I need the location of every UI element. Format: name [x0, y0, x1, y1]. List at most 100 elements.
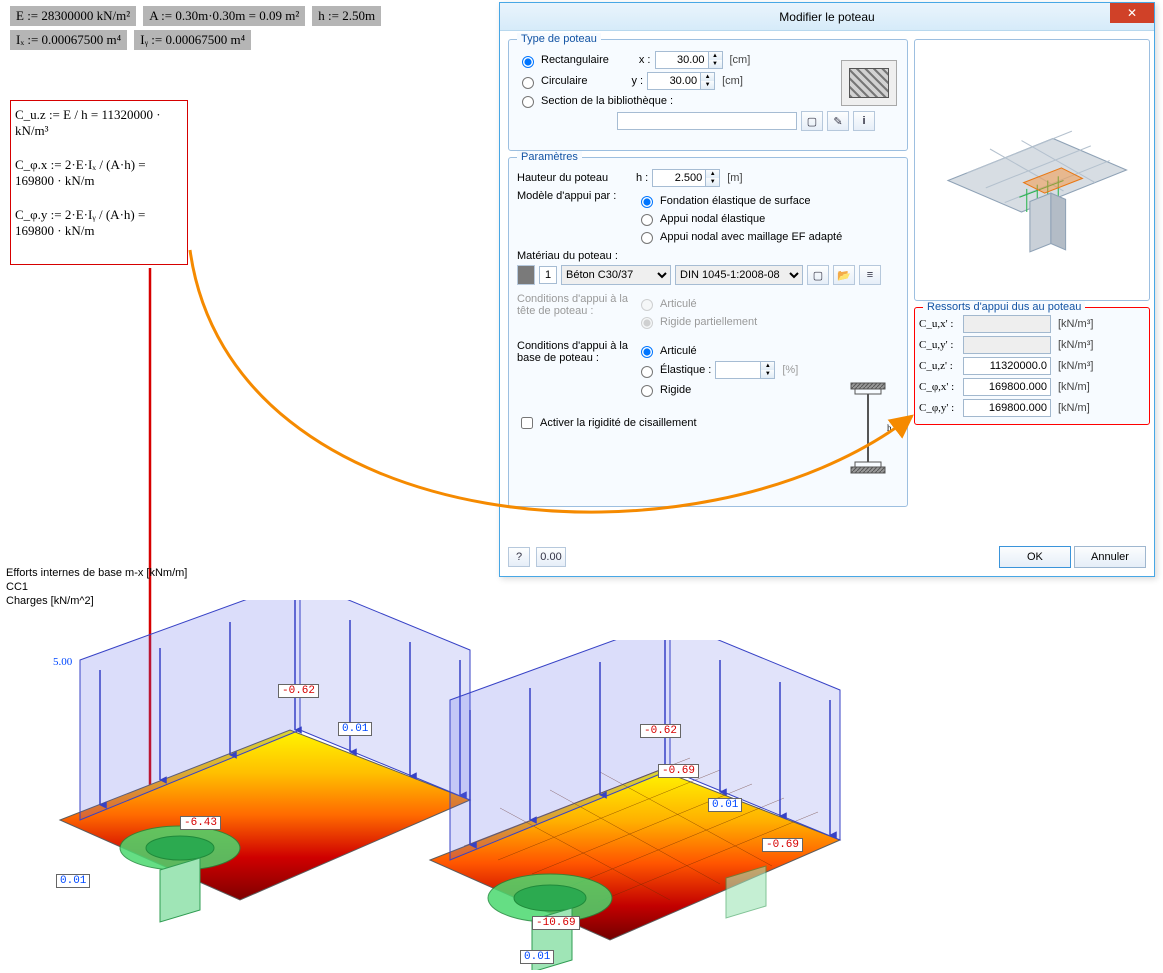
- radio-base-rigid[interactable]: [641, 385, 653, 397]
- spring-value-input: [963, 315, 1051, 333]
- unit-settings-icon[interactable]: 0.00: [536, 547, 566, 567]
- derived-formula-box: C_u.z := E / h = 11320000 · kN/m³ C_φ.x …: [10, 100, 188, 265]
- label-shear-stiffness: Activer la rigidité de cisaillement: [540, 417, 697, 429]
- radio-model-nodal[interactable]: [641, 214, 653, 226]
- label-h: h :: [636, 172, 648, 184]
- formula-A: A := 0.30m·0.30m = 0.09 m²: [143, 6, 305, 26]
- radio-head-articule: [641, 299, 653, 311]
- spring-label: C_φ,x' :: [919, 381, 959, 393]
- info-icon[interactable]: i: [853, 111, 875, 131]
- radio-head-rigid: [641, 317, 653, 329]
- cancel-button[interactable]: Annuler: [1074, 546, 1146, 568]
- input-height[interactable]: [652, 169, 706, 187]
- label-head2: tête de poteau :: [517, 305, 593, 317]
- library-edit-icon[interactable]: ✎: [827, 111, 849, 131]
- label-height: Hauteur du poteau: [517, 172, 632, 184]
- result-value-tag: 0.01: [338, 722, 372, 736]
- springs-groupbox: Ressorts d'appui dus au poteau C_u,x' :[…: [914, 307, 1150, 425]
- input-y[interactable]: [647, 72, 701, 90]
- radio-model-surface[interactable]: [641, 196, 653, 208]
- input-elastic-pct: [715, 361, 761, 379]
- close-button[interactable]: ✕: [1110, 3, 1154, 23]
- spring-label: C_φ,y' :: [919, 402, 959, 414]
- unit-x: [cm]: [730, 54, 751, 66]
- spring-unit: [kN/m³]: [1058, 318, 1093, 330]
- spring-unit: [kN/m]: [1058, 402, 1090, 414]
- spinner-y[interactable]: ▲▼: [701, 72, 715, 90]
- library-browse-icon[interactable]: ▢: [801, 111, 823, 131]
- spinner-x[interactable]: ▲▼: [709, 51, 723, 69]
- spinner-h[interactable]: ▲▼: [706, 169, 720, 187]
- result-value-tag: -6.43: [180, 816, 221, 830]
- result-title-2: CC1: [6, 580, 187, 594]
- label-base1: Conditions d'appui à la: [517, 340, 628, 352]
- material-norm-select[interactable]: DIN 1045-1:2008-08: [675, 265, 803, 285]
- radio-base-elastic[interactable]: [641, 366, 653, 378]
- load-value: 5.00: [50, 656, 75, 668]
- spring-row: C_u,y' :[kN/m³]: [919, 336, 1145, 354]
- formula-chips: E := 28300000 kN/m² A := 0.30m·0.30m = 0…: [10, 4, 480, 52]
- section-preview-icon: [841, 60, 897, 106]
- type-legend: Type de poteau: [517, 33, 601, 45]
- label-head-articule: Articulé: [660, 298, 697, 310]
- help-icon[interactable]: ?: [508, 547, 530, 567]
- spring-label: C_u,y' :: [919, 339, 959, 351]
- formula-h: h := 2.50m: [312, 6, 381, 26]
- dialog-title: Modifier le poteau: [779, 10, 874, 24]
- label-x: x :: [639, 54, 651, 66]
- unit-elastic: [%]: [782, 364, 798, 376]
- result-scene-2: -0.62-0.690.01-0.69-10.690.01: [420, 640, 880, 970]
- modify-column-dialog: Modifier le poteau ✕ Type de poteau Rect…: [499, 2, 1155, 577]
- radio-circular[interactable]: [522, 77, 534, 89]
- formula-Cphiy: C_φ.y := 2·E·Iᵧ / (A·h) = 169800 · kN/m: [15, 207, 183, 239]
- spring-unit: [kN/m]: [1058, 381, 1090, 393]
- unit-h: [m]: [727, 172, 742, 184]
- params-legend: Paramètres: [517, 151, 582, 163]
- params-groupbox: Paramètres Hauteur du poteau h : ▲▼ [m] …: [508, 157, 908, 507]
- preview-panel: [914, 39, 1150, 301]
- result-value-tag: 0.01: [520, 950, 554, 964]
- dialog-titlebar[interactable]: Modifier le poteau ✕: [500, 3, 1154, 31]
- ok-button[interactable]: OK: [999, 546, 1071, 568]
- check-shear-stiffness[interactable]: [521, 417, 533, 429]
- radio-model-mesh[interactable]: [641, 232, 653, 244]
- spring-value-input: [963, 336, 1051, 354]
- svg-text:h: h: [887, 423, 891, 433]
- formula-Cphix: C_φ.x := 2·E·Iₓ / (A·h) = 169800 · kN/m: [15, 157, 183, 189]
- spring-row: C_u,z' :[kN/m³]: [919, 357, 1145, 375]
- label-base-elastic: Élastique :: [660, 364, 711, 376]
- material-lib-icon[interactable]: ▢: [807, 265, 829, 285]
- material-name-select[interactable]: Béton C30/37: [561, 265, 671, 285]
- formula-Iy: Iᵧ := 0.00067500 m⁴: [134, 30, 251, 50]
- spring-value-input[interactable]: [963, 357, 1051, 375]
- spring-value-input[interactable]: [963, 378, 1051, 396]
- result-value-tag: -0.62: [640, 724, 681, 738]
- label-base2: base de poteau :: [517, 352, 599, 364]
- radio-library[interactable]: [522, 96, 534, 108]
- formula-Ix: Iₓ := 0.00067500 m⁴: [10, 30, 127, 50]
- label-head1: Conditions d'appui à la: [517, 293, 628, 305]
- result-value-tag: -10.69: [532, 916, 580, 930]
- input-x[interactable]: [655, 51, 709, 69]
- label-y: y :: [631, 75, 643, 87]
- material-number[interactable]: [539, 266, 557, 284]
- label-model-mesh: Appui nodal avec maillage EF adapté: [660, 231, 842, 243]
- radio-rectangular[interactable]: [522, 56, 534, 68]
- result-value-tag: 0.01: [708, 798, 742, 812]
- unit-y: [cm]: [722, 75, 743, 87]
- spring-unit: [kN/m³]: [1058, 360, 1093, 372]
- radio-base-articule[interactable]: [641, 346, 653, 358]
- label-model: Modèle d'appui par :: [517, 190, 632, 202]
- dialog-right-column: Ressorts d'appui dus au poteau C_u,x' :[…: [914, 39, 1150, 513]
- result-title-1: Efforts internes de base m-x [kNm/m]: [6, 566, 187, 580]
- material-open-icon[interactable]: 📂: [833, 265, 855, 285]
- label-model-nodal: Appui nodal élastique: [660, 213, 765, 225]
- label-library: Section de la bibliothèque :: [541, 95, 673, 107]
- dialog-left-column: Type de poteau Rectangulaire x : ▲▼ [cm]…: [508, 39, 908, 513]
- label-rectangular: Rectangulaire: [541, 54, 609, 66]
- spring-row: C_φ,x' : [kN/m]: [919, 378, 1145, 396]
- preview-3d-icon: [927, 65, 1137, 275]
- material-info-icon[interactable]: ≡: [859, 265, 881, 285]
- label-base-rigid: Rigide: [660, 384, 691, 396]
- spring-value-input[interactable]: [963, 399, 1051, 417]
